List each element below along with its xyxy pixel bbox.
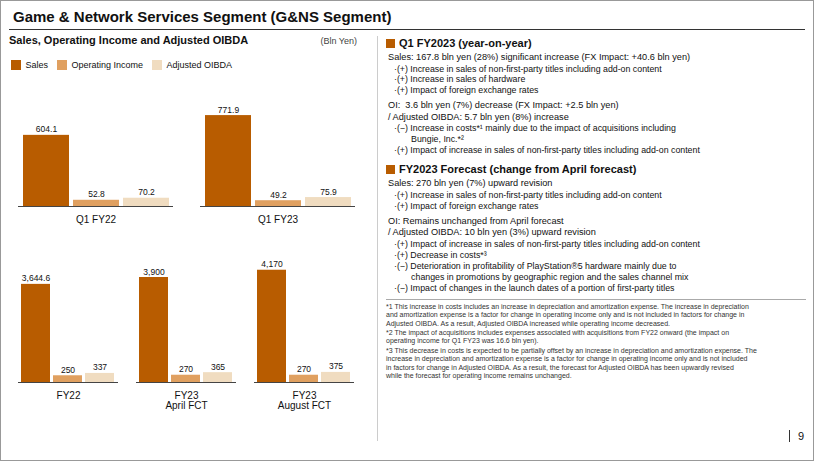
svg-text:FY23April FCT: FY23April FCT — [165, 389, 207, 410]
html-text:(Bln Yen): (Bln Yen) — [320, 36, 357, 46]
html-text:Operating Income: Operating Income — [71, 59, 144, 70]
html-text:/ Adjusted OIBDA: 10 bln yen (: / Adjusted OIBDA: 10 bln yen (3%) upward… — [388, 227, 596, 238]
html-text:Sales: Sales — [25, 59, 48, 70]
svg-text:270: 270 — [179, 364, 193, 374]
html-text:*2 The impact of acquisitions: *2 The impact of acquisitions includes e… — [386, 329, 730, 345]
html-text:·(+) Increase in sales of hard: ·(+) Increase in sales of hardware — [394, 74, 526, 85]
html-text:·(+) Increase in sales of non-: ·(+) Increase in sales of non-first-part… — [394, 63, 662, 74]
html-text:·(+) Impact of foreign exchang: ·(+) Impact of foreign exchange rates — [394, 85, 539, 96]
svg-text:FY23August FCT: FY23August FCT — [278, 389, 331, 410]
svg-text:337: 337 — [93, 362, 107, 372]
svg-text:250: 250 — [61, 364, 75, 374]
html-text:Sales: 270 bln yen (7%) upward: Sales: 270 bln yen (7%) upward revision — [388, 178, 553, 189]
html-text:9: 9 — [797, 430, 804, 442]
html-text:FY2023 Forecast (change from A: FY2023 Forecast (change from April forec… — [399, 163, 637, 176]
svg-text:Q1 FY22: Q1 FY22 — [76, 213, 116, 224]
html-text:·(−) Deterioration in profitab: ·(−) Deterioration in profitability of P… — [394, 260, 689, 282]
svg-text:3,900: 3,900 — [143, 266, 165, 276]
html-text:·(−) Increase in costs*¹ mainl: ·(−) Increase in costs*¹ mainly due to t… — [394, 123, 676, 145]
html-text:Game & Network Services Segmen: Game & Network Services Segment (G&NS Se… — [13, 8, 392, 25]
html-text:·(+) Increase in sales of non-: ·(+) Increase in sales of non-first-part… — [394, 189, 662, 200]
html-text:Sales: 167.8 bln yen (28%) sig: Sales: 167.8 bln yen (28%) significant i… — [388, 52, 691, 62]
svg-text:375: 375 — [329, 361, 343, 371]
svg-text:3,644.6: 3,644.6 — [22, 273, 51, 283]
svg-text:52.8: 52.8 — [88, 189, 105, 199]
svg-text:FY22: FY22 — [57, 389, 81, 400]
html-text:OI: 3.6 bln yen (7%) decrease: OI: 3.6 bln yen (7%) decrease (FX Impact… — [388, 100, 619, 111]
svg-text:365: 365 — [211, 361, 225, 371]
html-text:/ Adjusted OIBDA: 5.7 bln yen: / Adjusted OIBDA: 5.7 bln yen (8%) incre… — [388, 112, 569, 122]
html-text:·(+) Impact of increase in sal: ·(+) Impact of increase in sales of non-… — [394, 238, 700, 249]
html-text:OI: Remains unchanged from Apr: OI: Remains unchanged from April forecas… — [388, 215, 564, 226]
svg-text:604.1: 604.1 — [36, 124, 58, 134]
html-text:Adjusted OIBDA: Adjusted OIBDA — [166, 59, 233, 70]
html-text:·(−) Impact of changes in the: ·(−) Impact of changes in the launch dat… — [394, 282, 675, 293]
svg-text:771.9: 771.9 — [218, 104, 240, 114]
html-text:*1 This increase in costs incl: *1 This increase in costs includes an in… — [386, 302, 749, 327]
html-text:·(+) Impact of increase in sal: ·(+) Impact of increase in sales of non-… — [394, 145, 700, 156]
html-text:·(+) Impact of foreign exchang: ·(+) Impact of foreign exchange rates — [394, 200, 539, 211]
svg-text:70.2: 70.2 — [138, 187, 155, 197]
svg-text:75.9: 75.9 — [320, 186, 337, 196]
html-text:·(+) Decrease in costs*³: ·(+) Decrease in costs*³ — [394, 249, 487, 260]
svg-text:270: 270 — [297, 364, 311, 374]
svg-text:Q1 FY23: Q1 FY23 — [258, 213, 298, 224]
html-text:Sales, Operating Income and Ad: Sales, Operating Income and Adjusted OIB… — [9, 34, 249, 46]
svg-text:49.2: 49.2 — [270, 189, 287, 199]
html-text:Q1 FY2023 (year-on-year): Q1 FY2023 (year-on-year) — [399, 37, 532, 49]
html-text:*3 This decrease in costs is e: *3 This decrease in costs is expected to… — [386, 346, 757, 379]
svg-text:4,170: 4,170 — [261, 259, 283, 269]
